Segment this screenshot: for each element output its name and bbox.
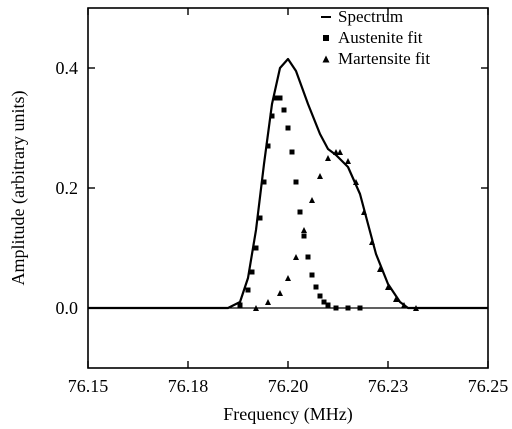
martensite-point bbox=[285, 275, 291, 281]
legend-label: Spectrum bbox=[338, 7, 403, 26]
ticks: 76.15 76.18 76.20 76.23 76.25 0.0 0.2 0.4 bbox=[56, 8, 509, 396]
austenite-point bbox=[257, 215, 263, 221]
austenite-point bbox=[317, 293, 323, 299]
spectrum-line bbox=[88, 57, 488, 310]
martensite-point bbox=[393, 296, 399, 302]
austenite-point bbox=[261, 179, 267, 185]
series-martensite-fit bbox=[253, 149, 419, 311]
y-axis-title: Amplitude (arbitrary units) bbox=[8, 91, 29, 286]
x-tick-label: 76.18 bbox=[168, 376, 209, 396]
martensite-point bbox=[265, 299, 271, 305]
austenite-point bbox=[289, 149, 295, 155]
austenite-point bbox=[301, 233, 307, 239]
austenite-point bbox=[357, 305, 363, 311]
austenite-point bbox=[309, 272, 315, 278]
martensite-point bbox=[345, 158, 351, 164]
martensite-point bbox=[361, 209, 367, 215]
series-austenite-fit bbox=[237, 95, 363, 311]
martensite-point bbox=[301, 227, 307, 233]
legend-label: Martensite fit bbox=[338, 49, 430, 68]
legend-entry: Austenite fit bbox=[323, 28, 423, 47]
austenite-point bbox=[269, 113, 275, 119]
y-tick-label: 0.4 bbox=[56, 58, 79, 78]
austenite-point bbox=[345, 305, 351, 311]
austenite-point bbox=[325, 302, 331, 308]
martensite-point bbox=[353, 179, 359, 185]
martensite-point bbox=[325, 155, 331, 161]
austenite-point bbox=[277, 95, 283, 101]
martensite-point bbox=[293, 254, 299, 260]
legend-label: Austenite fit bbox=[338, 28, 423, 47]
austenite-point bbox=[253, 245, 259, 251]
series-spectrum bbox=[88, 57, 488, 310]
austenite-point bbox=[285, 125, 291, 131]
legend-entry: Spectrum bbox=[321, 7, 403, 26]
austenite-point bbox=[281, 107, 287, 113]
austenite-point bbox=[323, 35, 329, 41]
martensite-point bbox=[333, 149, 339, 155]
martensite-point bbox=[377, 266, 383, 272]
x-tick-label: 76.23 bbox=[368, 376, 409, 396]
y-tick-label: 0.0 bbox=[56, 298, 79, 318]
x-axis-title: Frequency (MHz) bbox=[223, 404, 352, 425]
legend: Spectrum Austenite fit Martensite fit bbox=[321, 7, 430, 68]
austenite-point bbox=[321, 299, 327, 305]
x-tick-label: 76.20 bbox=[268, 376, 309, 396]
martensite-point bbox=[413, 305, 419, 311]
austenite-point bbox=[249, 269, 255, 275]
martensite-point bbox=[253, 305, 259, 311]
martensite-point bbox=[369, 239, 375, 245]
austenite-point bbox=[313, 284, 319, 290]
y-tick-label: 0.2 bbox=[56, 178, 79, 198]
series-layer bbox=[88, 57, 488, 311]
x-tick-label: 76.25 bbox=[468, 376, 509, 396]
martensite-point bbox=[322, 55, 330, 63]
austenite-point bbox=[297, 209, 303, 215]
legend-entry: Martensite fit bbox=[322, 49, 430, 68]
x-tick-label: 76.15 bbox=[68, 376, 109, 396]
austenite-point bbox=[273, 95, 279, 101]
martensite-point bbox=[385, 284, 391, 290]
austenite-point bbox=[265, 143, 271, 149]
martensite-point bbox=[401, 302, 407, 308]
martensite-point bbox=[317, 173, 323, 179]
austenite-point bbox=[237, 302, 243, 308]
austenite-point bbox=[333, 305, 339, 311]
austenite-point bbox=[293, 179, 299, 185]
martensite-point bbox=[277, 290, 283, 296]
martensite-point bbox=[309, 197, 315, 203]
austenite-point bbox=[305, 254, 311, 260]
austenite-point bbox=[245, 287, 251, 293]
martensite-point bbox=[337, 149, 343, 155]
